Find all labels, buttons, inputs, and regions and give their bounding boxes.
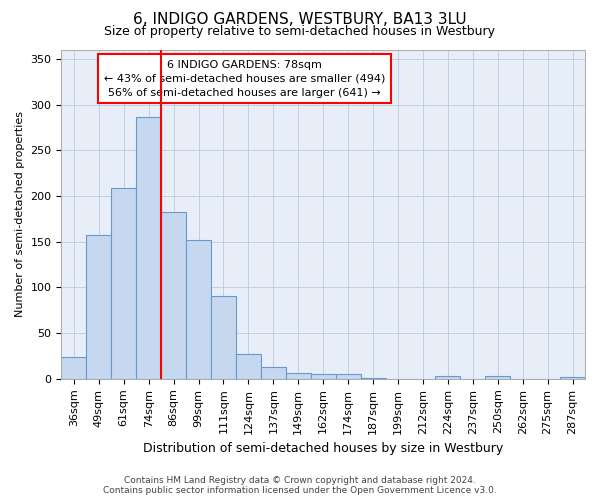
Bar: [361, 378, 386, 379]
Bar: [261, 367, 286, 379]
Bar: [560, 377, 585, 379]
Bar: [136, 116, 161, 379]
Bar: [436, 376, 460, 379]
Y-axis label: Number of semi-detached properties: Number of semi-detached properties: [15, 112, 25, 318]
Bar: [236, 354, 261, 379]
Bar: [485, 376, 510, 379]
Text: 6 INDIGO GARDENS: 78sqm
← 43% of semi-detached houses are smaller (494)
56% of s: 6 INDIGO GARDENS: 78sqm ← 43% of semi-de…: [104, 60, 385, 98]
Bar: [111, 188, 136, 379]
Bar: [335, 374, 361, 379]
Text: 6, INDIGO GARDENS, WESTBURY, BA13 3LU: 6, INDIGO GARDENS, WESTBURY, BA13 3LU: [133, 12, 467, 28]
X-axis label: Distribution of semi-detached houses by size in Westbury: Distribution of semi-detached houses by …: [143, 442, 503, 455]
Bar: [311, 374, 335, 379]
Bar: [286, 374, 311, 379]
Bar: [161, 212, 186, 379]
Text: Size of property relative to semi-detached houses in Westbury: Size of property relative to semi-detach…: [104, 25, 496, 38]
Bar: [211, 296, 236, 379]
Bar: [86, 236, 111, 379]
Text: Contains HM Land Registry data © Crown copyright and database right 2024.
Contai: Contains HM Land Registry data © Crown c…: [103, 476, 497, 495]
Bar: [61, 357, 86, 379]
Bar: [186, 240, 211, 379]
